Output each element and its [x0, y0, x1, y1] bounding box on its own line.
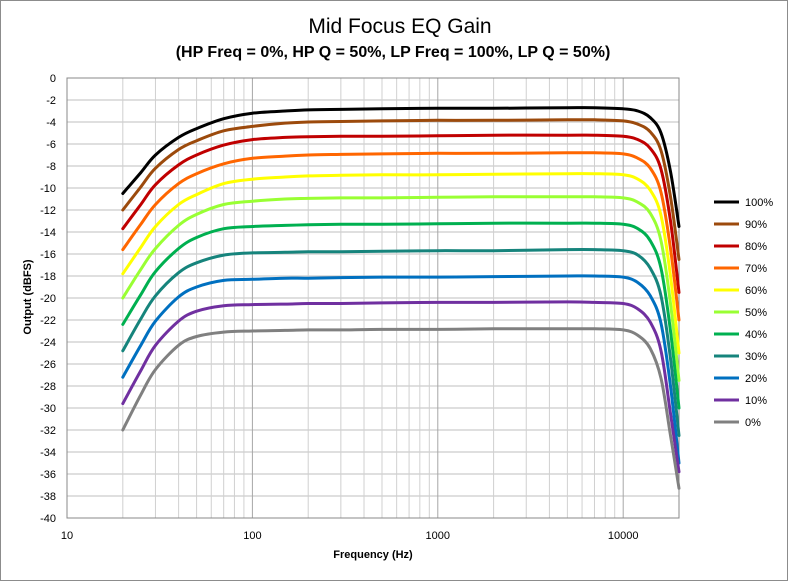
y-tick-label: -14 — [40, 227, 56, 239]
series-line-4 — [121, 172, 681, 355]
x-tick-labels: 10 100 1000 10000 — [61, 530, 639, 542]
y-tick-label: -18 — [40, 271, 56, 283]
series-lines — [121, 106, 681, 490]
legend-label: 60% — [745, 285, 767, 297]
y-tick-label: -4 — [46, 117, 56, 129]
series-line-2 — [121, 133, 681, 294]
y-tick-label: -2 — [46, 95, 56, 107]
legend: 100% 90% 80% 70% 60% 50% 40% 30% 20% 10% 0% — [714, 197, 773, 429]
x-tick-label: 10000 — [608, 530, 639, 542]
grid — [66, 77, 680, 519]
y-tick-label: -32 — [40, 425, 56, 437]
y-tick-label: -36 — [40, 469, 56, 481]
series-line-8 — [121, 274, 681, 465]
y-tick-label: -34 — [40, 447, 56, 459]
series-line-0 — [121, 106, 681, 228]
plot-area-border — [66, 77, 680, 519]
series-line-7 — [121, 247, 681, 437]
axes — [66, 77, 680, 519]
y-tick-label: 0 — [50, 73, 56, 85]
x-tick-label: 100 — [243, 530, 261, 542]
chart-title: Mid Focus EQ Gain — [308, 15, 491, 38]
series-line-5 — [121, 195, 681, 382]
series-line-1 — [121, 118, 681, 261]
y-tick-label: -30 — [40, 403, 56, 415]
series-line-6 — [121, 221, 681, 410]
legend-label: 30% — [745, 351, 767, 363]
y-tick-label: -38 — [40, 491, 56, 503]
y-tick-label: -10 — [40, 183, 56, 195]
y-tick-label: -20 — [40, 293, 56, 305]
legend-label: 20% — [745, 373, 767, 385]
y-tick-label: -16 — [40, 249, 56, 261]
legend-label: 10% — [745, 395, 767, 407]
legend-label: 50% — [745, 307, 767, 319]
legend-label: 80% — [745, 241, 767, 253]
y-tick-label: -26 — [40, 359, 56, 371]
series-line-9 — [121, 300, 681, 474]
legend-label: 90% — [745, 219, 767, 231]
y-tick-label: -40 — [40, 513, 56, 525]
y-tick-label: -28 — [40, 381, 56, 393]
legend-label: 100% — [745, 197, 773, 209]
chart-subtitle: (HP Freq = 0%, HP Q = 50%, LP Freq = 100… — [176, 44, 611, 61]
y-tick-label: -22 — [40, 315, 56, 327]
legend-label: 0% — [745, 417, 761, 429]
legend-label: 70% — [745, 263, 767, 275]
y-tick-label: -12 — [40, 205, 56, 217]
legend-label: 40% — [745, 329, 767, 341]
series-line-3 — [121, 151, 681, 322]
x-tick-label: 10 — [61, 530, 73, 542]
y-tick-label: -24 — [40, 337, 56, 349]
x-tick-label: 1000 — [426, 530, 450, 542]
y-tick-label: -6 — [46, 139, 56, 151]
y-tick-labels: 0 -2 -4 -6 -8 -10 -12 -14 -16 -18 -20 -22 -24 -26 -28 -… — [40, 73, 56, 525]
y-axis-label: Output (dBFS) — [22, 259, 34, 334]
x-axis-label: Frequency (Hz) — [333, 549, 413, 561]
series-line-10 — [121, 327, 681, 490]
y-tick-label: -8 — [46, 161, 56, 173]
